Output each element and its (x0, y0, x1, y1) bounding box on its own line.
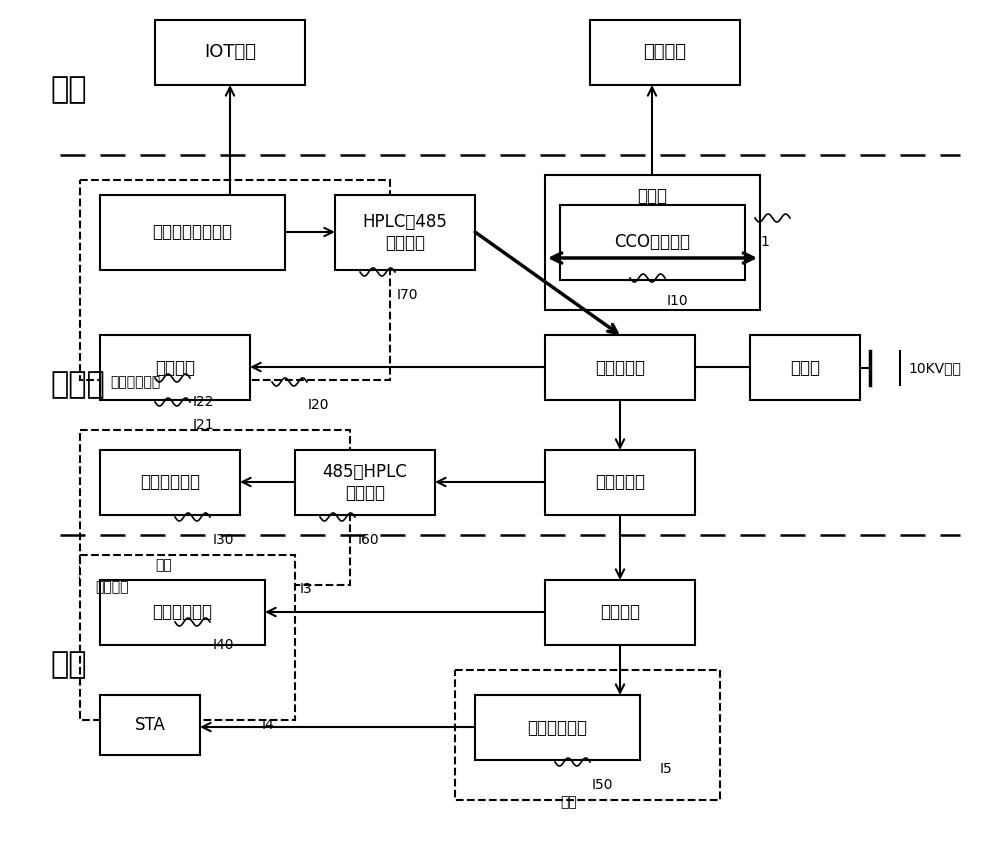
Text: I3: I3 (300, 582, 313, 596)
Text: 集中器: 集中器 (638, 187, 668, 205)
Text: HPLC转485
通信模块: HPLC转485 通信模块 (363, 213, 447, 252)
Text: 边缘物联代理网关: 边缘物联代理网关 (152, 224, 232, 242)
Bar (155, 20, 305, 85)
Bar (545, 175, 760, 310)
Bar (750, 335, 860, 400)
Bar (590, 20, 740, 85)
Text: I30: I30 (213, 533, 234, 547)
Bar (80, 180, 390, 380)
Text: IOT平台: IOT平台 (204, 43, 256, 61)
Bar (80, 555, 295, 720)
Text: 电表: 电表 (560, 795, 577, 809)
Text: 表箱载波模块: 表箱载波模块 (152, 603, 212, 621)
Text: STA: STA (135, 716, 165, 734)
Text: 表箱: 表箱 (155, 558, 172, 572)
Text: 配变总出线: 配变总出线 (595, 358, 645, 376)
Text: 计量终端: 计量终端 (155, 358, 195, 376)
Text: 市局: 市局 (50, 75, 87, 104)
Text: I20: I20 (308, 398, 330, 412)
Text: 表箱进线: 表箱进线 (600, 603, 640, 621)
Text: I21: I21 (193, 418, 215, 432)
Text: I22: I22 (193, 395, 214, 409)
Text: 用采系统: 用采系统 (644, 43, 686, 61)
Bar (545, 450, 695, 515)
Text: 台区: 台区 (50, 650, 87, 679)
Bar (100, 195, 285, 270)
Text: 变压器: 变压器 (790, 358, 820, 376)
Bar (100, 580, 265, 645)
Text: CCO载波模块: CCO载波模块 (614, 233, 690, 252)
Bar (100, 450, 240, 515)
Text: 智能开关: 智能开关 (95, 580, 128, 594)
Text: 10KV母线: 10KV母线 (908, 361, 961, 375)
Text: I40: I40 (213, 638, 234, 652)
Bar (100, 695, 200, 755)
Bar (545, 580, 695, 645)
Text: I5: I5 (660, 762, 673, 776)
Text: 配变感知终端: 配变感知终端 (110, 375, 160, 389)
Text: I50: I50 (592, 778, 614, 792)
Bar (335, 195, 475, 270)
Bar (475, 695, 640, 760)
Bar (545, 335, 695, 400)
Text: 分支出线柜: 分支出线柜 (595, 473, 645, 492)
Bar (295, 450, 435, 515)
Text: I70: I70 (397, 288, 418, 302)
Bar (100, 335, 250, 400)
Text: 电表载波模块: 电表载波模块 (528, 718, 588, 736)
Text: I4: I4 (262, 718, 275, 732)
Bar (455, 670, 720, 800)
Text: 开关载波模块: 开关载波模块 (140, 473, 200, 492)
Text: I60: I60 (358, 533, 380, 547)
Text: I10: I10 (667, 294, 689, 308)
Text: I1: I1 (758, 235, 771, 249)
Text: 配电房: 配电房 (50, 370, 105, 399)
Bar (80, 430, 350, 585)
Text: 485转HPLC
通信模块: 485转HPLC 通信模块 (323, 463, 407, 502)
Bar (560, 205, 745, 280)
